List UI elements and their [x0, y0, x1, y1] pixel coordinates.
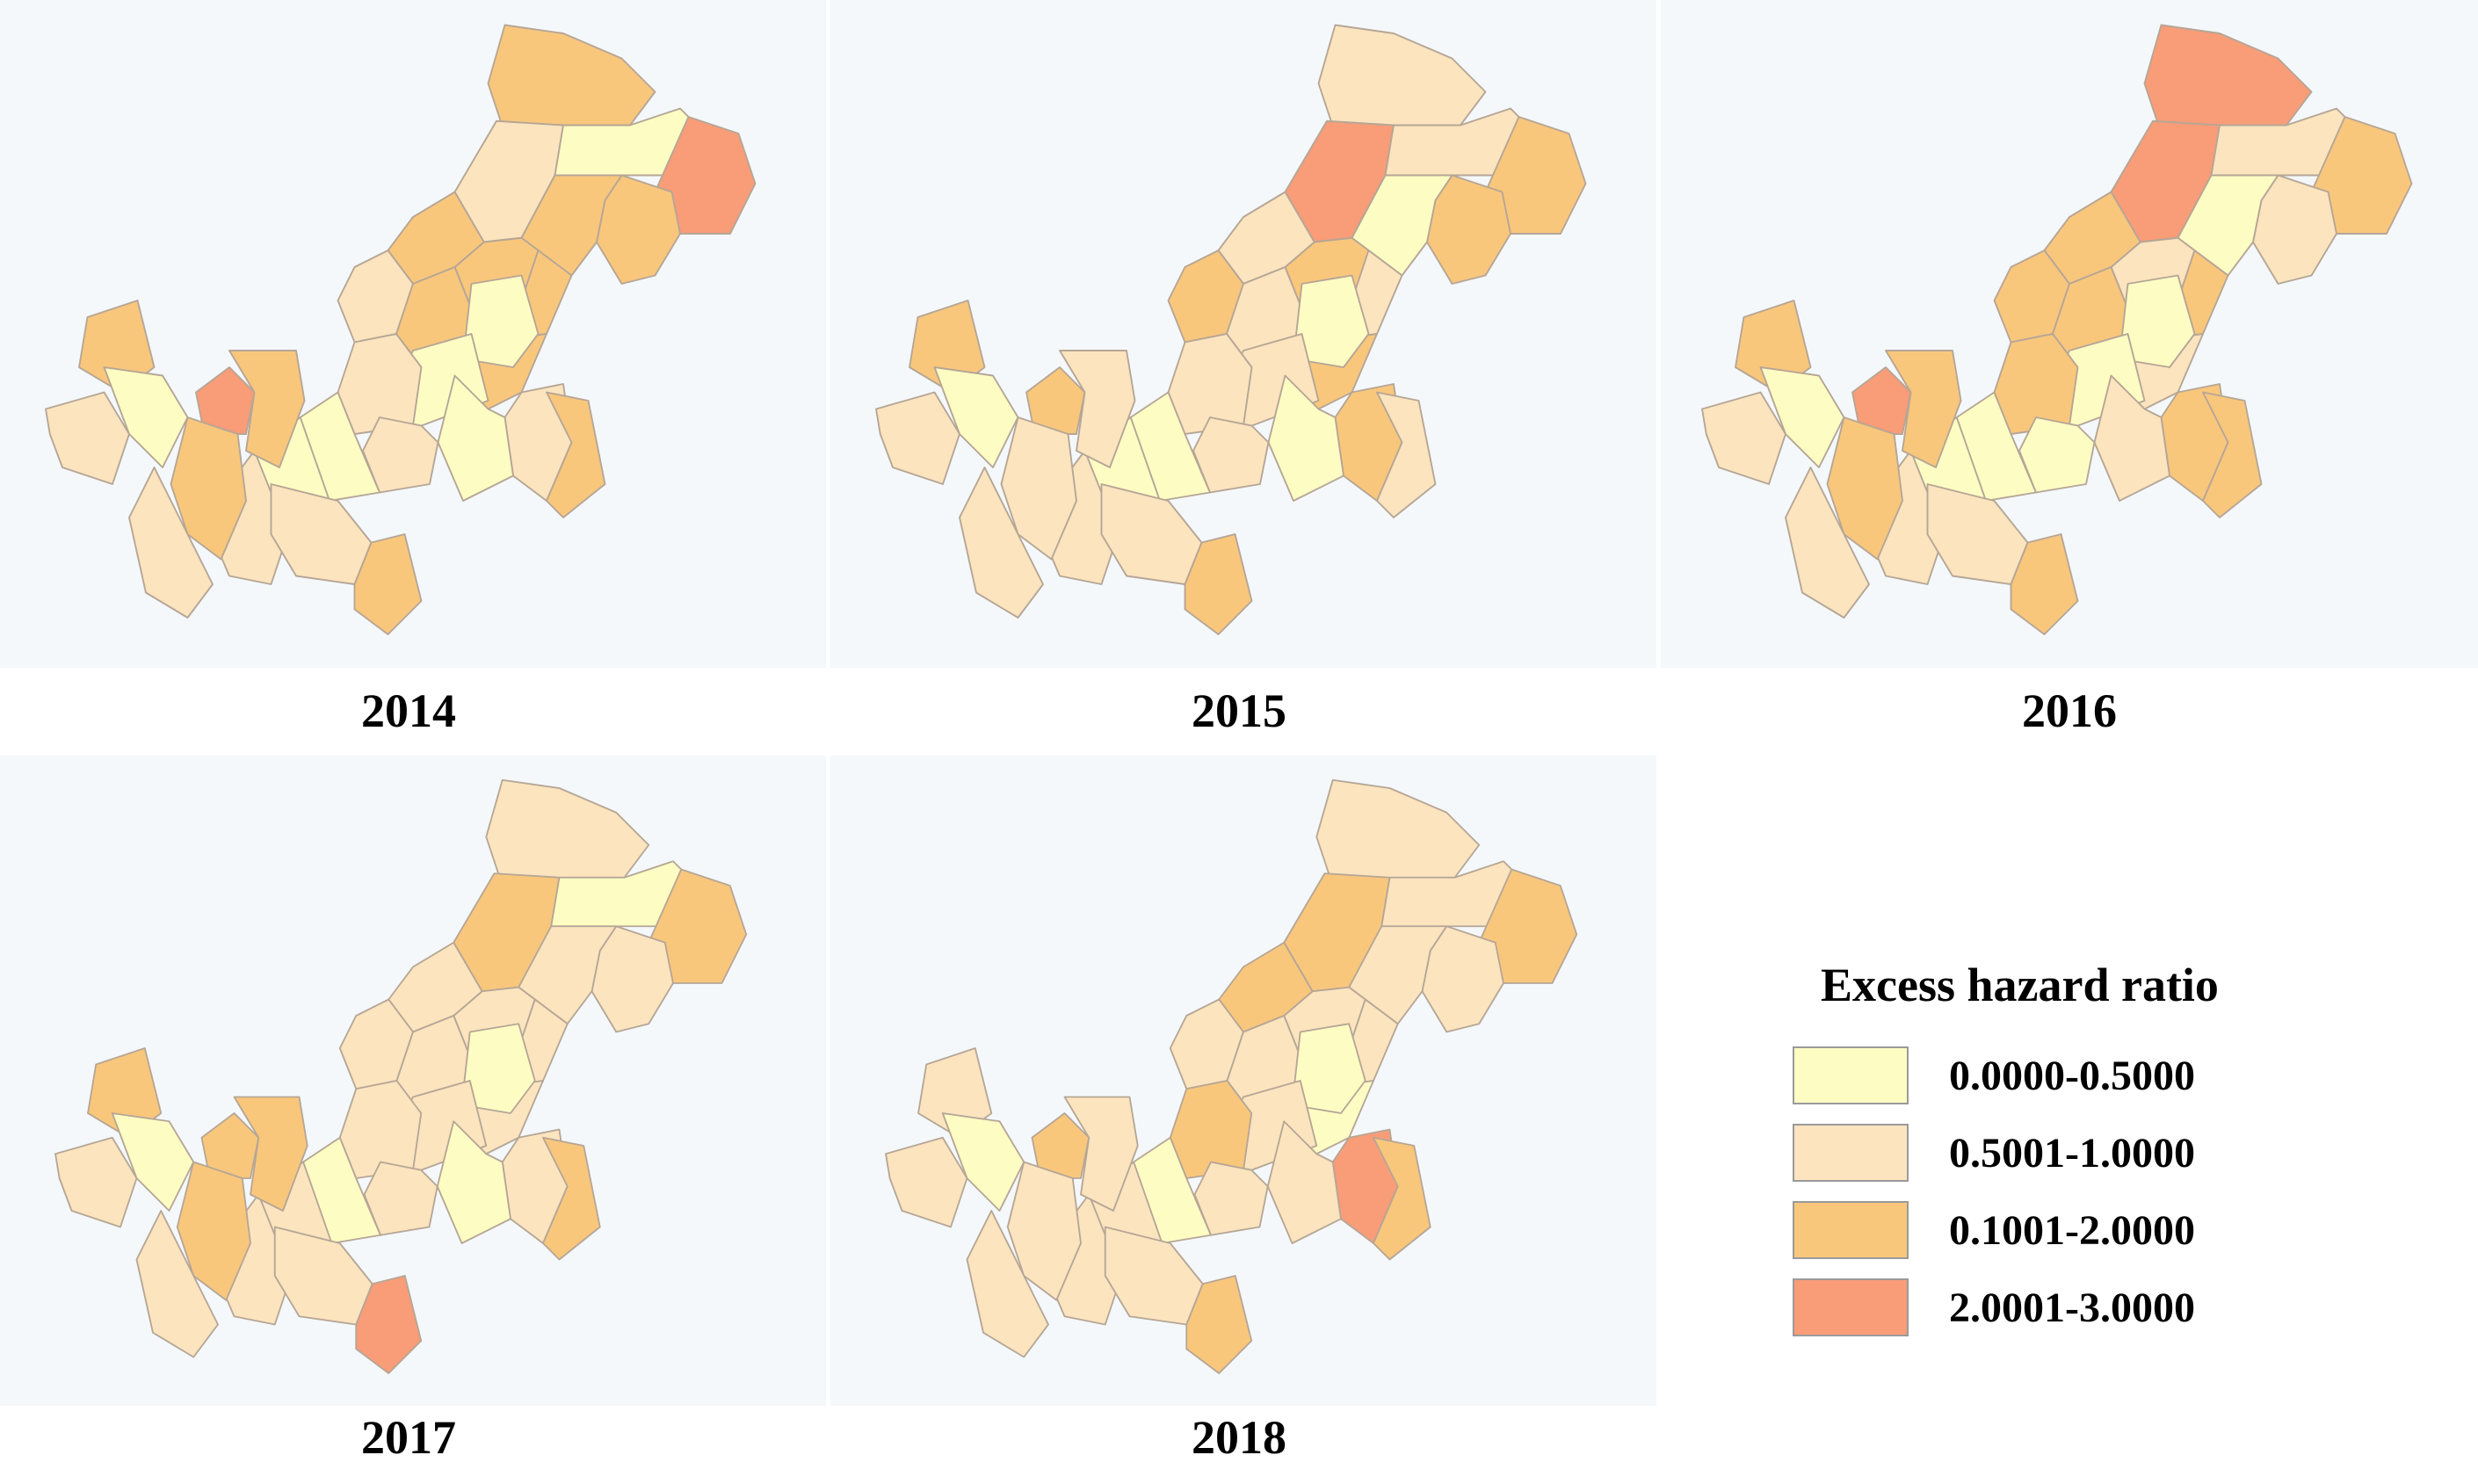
- county-region: [885, 1136, 968, 1228]
- county-region: [2202, 391, 2263, 518]
- county-region: [959, 467, 1044, 619]
- legend-item: 0.5001-1.0000: [1793, 1114, 2390, 1191]
- choropleth-map: [54, 778, 748, 1374]
- county-region: [1373, 1136, 1431, 1261]
- map-panel-2017: [0, 756, 826, 1406]
- county-region: [170, 416, 247, 561]
- year-label-2018: 2018: [1192, 1411, 1286, 1464]
- county-region: [1104, 1226, 1204, 1326]
- county-region: [485, 778, 650, 887]
- map-panel-2014: [0, 0, 826, 668]
- county-region: [353, 533, 423, 635]
- county-region: [1826, 416, 1903, 561]
- county-region: [487, 24, 656, 134]
- county-region: [273, 1226, 373, 1326]
- year-label-2017: 2017: [361, 1411, 456, 1464]
- year-label-2016: 2016: [2022, 684, 2117, 737]
- county-region: [1000, 416, 1077, 561]
- county-region: [1885, 350, 1962, 468]
- county-region: [875, 391, 960, 485]
- county-region: [1785, 467, 1870, 619]
- county-region: [1926, 483, 2029, 585]
- county-region: [2143, 24, 2313, 134]
- year-label-2014: 2014: [361, 684, 456, 737]
- county-region: [54, 1136, 138, 1228]
- county-region: [546, 391, 606, 518]
- county-region: [1063, 1096, 1139, 1212]
- county-region: [1317, 24, 1487, 134]
- legend-label: 2.0001-3.0000: [1949, 1284, 2195, 1331]
- county-region: [2010, 533, 2079, 635]
- county-region: [111, 1112, 195, 1212]
- county-region: [355, 1275, 423, 1374]
- county-region: [228, 350, 306, 468]
- county-region: [1059, 350, 1136, 468]
- county-region: [233, 1096, 308, 1212]
- county-region: [362, 416, 439, 494]
- county-region: [1315, 778, 1481, 887]
- choropleth-map: [1701, 24, 2413, 635]
- legend-swatch: [1793, 1201, 1909, 1259]
- county-region: [270, 483, 373, 585]
- legend-label: 0.5001-1.0000: [1949, 1129, 2195, 1176]
- legend-swatch: [1793, 1124, 1909, 1182]
- legend-label: 0.0000-0.5000: [1949, 1052, 2195, 1099]
- county-region: [1184, 533, 1253, 635]
- legend-swatch: [1793, 1278, 1909, 1336]
- county-region: [941, 1112, 1025, 1212]
- county-region: [103, 366, 189, 468]
- legend-item: 2.0001-3.0000: [1793, 1269, 2390, 1346]
- map-panel-2016: [1661, 0, 2478, 668]
- choropleth-map: [885, 778, 1578, 1374]
- legend-label: 0.1001-2.0000: [1949, 1206, 2195, 1254]
- county-region: [542, 1136, 601, 1261]
- county-region: [1100, 483, 1203, 585]
- county-region: [1701, 391, 1786, 485]
- county-region: [1006, 1161, 1082, 1301]
- county-region: [128, 467, 214, 619]
- county-region: [933, 366, 1019, 468]
- county-region: [1193, 1161, 1269, 1236]
- county-region: [1185, 1275, 1253, 1374]
- choropleth-map: [45, 24, 757, 635]
- county-region: [176, 1161, 251, 1301]
- county-region: [135, 1210, 219, 1358]
- county-region: [2018, 416, 2096, 494]
- county-region: [1376, 391, 1437, 518]
- county-region: [363, 1161, 438, 1236]
- county-region: [1192, 416, 1270, 494]
- legend-item: 0.0000-0.5000: [1793, 1037, 2390, 1114]
- county-region: [45, 391, 130, 485]
- legend-title: Excess hazard ratio: [1821, 959, 2219, 1011]
- legend-swatch: [1793, 1046, 1909, 1104]
- map-panel-2015: [830, 0, 1656, 668]
- legend: Excess hazard ratio 0.0000-0.5000 0.5001…: [1793, 958, 2390, 1346]
- map-panel-2018: [830, 756, 1656, 1406]
- county-region: [1759, 366, 1845, 468]
- legend-item: 0.1001-2.0000: [1793, 1191, 2390, 1269]
- choropleth-map: [875, 24, 1587, 635]
- county-region: [966, 1210, 1049, 1358]
- year-label-2015: 2015: [1192, 684, 1286, 737]
